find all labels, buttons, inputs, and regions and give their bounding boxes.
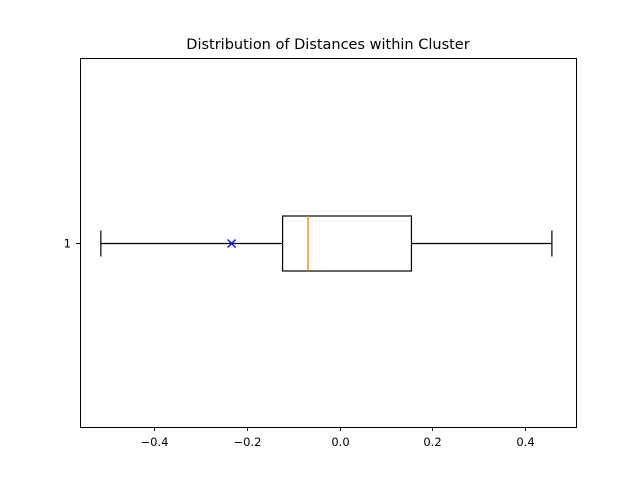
x-tick-label: 0.2 [423, 435, 441, 449]
x-marker [227, 239, 237, 248]
y-tick-label: 1 [64, 237, 71, 251]
x-marker-stroke [227, 239, 237, 248]
x-tick-label: −0.4 [141, 435, 169, 449]
iqr-box [281, 215, 413, 272]
x-tick-label: 0.0 [331, 435, 349, 449]
plot-area-frame [80, 58, 577, 428]
chart-title: Distribution of Distances within Cluster [186, 37, 469, 53]
x-tick-label: −0.2 [234, 435, 262, 449]
y-axis: 1 [64, 237, 80, 251]
x-axis: −0.4 −0.2 0.0 0.2 0.4 [141, 427, 535, 449]
box-group [100, 215, 553, 272]
x-tick-label: 0.4 [516, 435, 534, 449]
